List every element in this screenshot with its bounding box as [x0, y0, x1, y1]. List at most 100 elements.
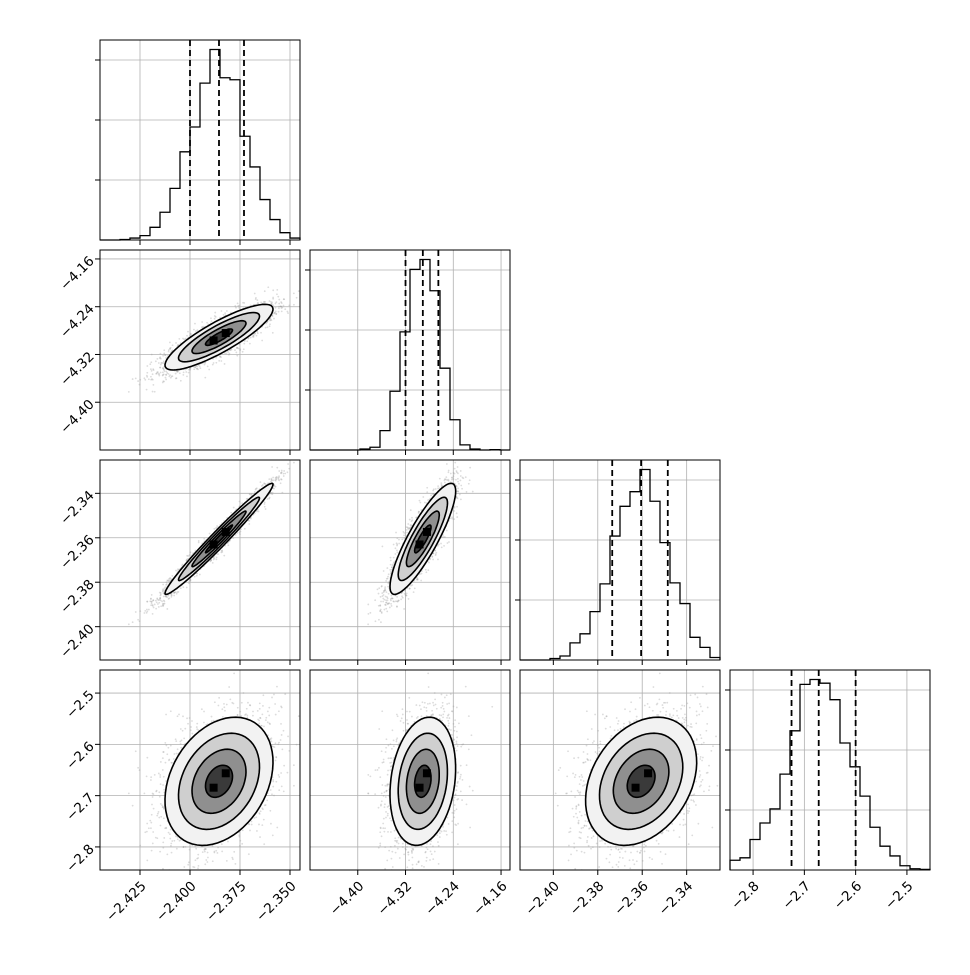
- sample-point: [281, 479, 283, 481]
- sample-point: [268, 498, 270, 500]
- sample-point: [139, 379, 141, 381]
- sample-point: [265, 508, 267, 510]
- sample-point: [170, 377, 172, 379]
- sample-point: [164, 586, 166, 588]
- sample-point: [214, 312, 216, 314]
- sample-point: [244, 528, 246, 530]
- sample-point: [272, 477, 274, 479]
- sample-point: [199, 367, 201, 369]
- sample-point: [165, 596, 167, 598]
- sample-point: [150, 598, 152, 600]
- sample-point: [276, 289, 278, 291]
- sample-point: [210, 317, 212, 319]
- sample-point: [287, 463, 289, 465]
- sample-point: [238, 348, 240, 350]
- sample-point: [239, 533, 241, 535]
- sample-point: [182, 564, 184, 566]
- sample-point: [146, 365, 148, 367]
- sample-point: [212, 364, 214, 366]
- sample-point: [242, 351, 244, 353]
- sample-point: [296, 297, 298, 299]
- sample-point: [176, 370, 178, 372]
- sample-point: [275, 478, 277, 480]
- sample-point: [275, 476, 277, 478]
- sample-point: [281, 302, 283, 304]
- sample-point: [175, 373, 177, 375]
- sample-point: [278, 303, 280, 305]
- sample-point: [260, 302, 262, 304]
- sample-point: [272, 289, 274, 291]
- sample-point: [152, 368, 154, 370]
- sample-point: [150, 376, 152, 378]
- sample-point: [163, 600, 165, 602]
- sample-point: [293, 462, 295, 464]
- sample-point: [249, 343, 251, 345]
- sample-point: [230, 512, 232, 514]
- sample-point: [143, 612, 145, 614]
- sample-point: [276, 467, 278, 469]
- sample-point: [261, 485, 263, 487]
- sample-point: [209, 533, 211, 535]
- sample-point: [163, 589, 165, 591]
- sample-point: [144, 379, 146, 381]
- sample-point: [156, 371, 158, 373]
- sample-point: [169, 342, 171, 344]
- sample-point: [146, 372, 148, 374]
- sample-point: [160, 372, 162, 374]
- sample-point: [229, 353, 231, 355]
- sample-point: [143, 377, 145, 379]
- sample-point: [139, 384, 141, 386]
- sample-point: [234, 305, 236, 307]
- sample-point: [275, 307, 277, 309]
- sample-point: [278, 311, 280, 313]
- sample-point: [146, 601, 148, 603]
- sample-point: [275, 313, 277, 315]
- sample-point: [177, 591, 179, 593]
- sample-point: [283, 475, 285, 477]
- sample-point: [164, 370, 166, 372]
- sample-point: [169, 348, 171, 350]
- sample-point: [287, 312, 289, 314]
- sample-point: [198, 540, 200, 542]
- sample-point: [271, 493, 273, 495]
- sample-point: [283, 473, 285, 475]
- sample-point: [288, 468, 290, 470]
- sample-point: [173, 592, 175, 594]
- sample-point: [172, 344, 174, 346]
- sample-point: [206, 322, 208, 324]
- sample-point: [221, 310, 223, 312]
- sample-point: [158, 362, 160, 364]
- sample-point: [154, 604, 156, 606]
- sample-point: [260, 332, 262, 334]
- sample-point: [271, 466, 273, 468]
- sample-point: [186, 335, 188, 337]
- sample-point: [177, 568, 179, 570]
- sample-point: [268, 478, 270, 480]
- sample-point: [284, 473, 286, 475]
- sample-point: [151, 594, 153, 596]
- sample-point: [186, 555, 188, 557]
- sample-point: [183, 371, 185, 373]
- sample-point: [207, 365, 209, 367]
- sample-point: [251, 494, 253, 496]
- sample-point: [204, 377, 206, 379]
- sample-point: [150, 361, 152, 363]
- sample-point: [156, 601, 158, 603]
- sample-point: [169, 374, 171, 376]
- sample-point: [168, 598, 170, 600]
- sample-point: [128, 391, 130, 393]
- sample-point: [257, 302, 259, 304]
- sample-point: [146, 376, 148, 378]
- sample-point: [214, 318, 216, 320]
- sample-point: [235, 307, 237, 309]
- histogram-2: [520, 470, 720, 660]
- sample-point: [182, 374, 184, 376]
- sample-point: [264, 503, 266, 505]
- sample-point: [178, 338, 180, 340]
- sample-point: [254, 293, 256, 295]
- sample-point: [148, 378, 150, 380]
- sample-point: [137, 380, 139, 382]
- sample-point: [199, 574, 201, 576]
- sample-point: [167, 373, 169, 375]
- sample-point: [179, 372, 181, 374]
